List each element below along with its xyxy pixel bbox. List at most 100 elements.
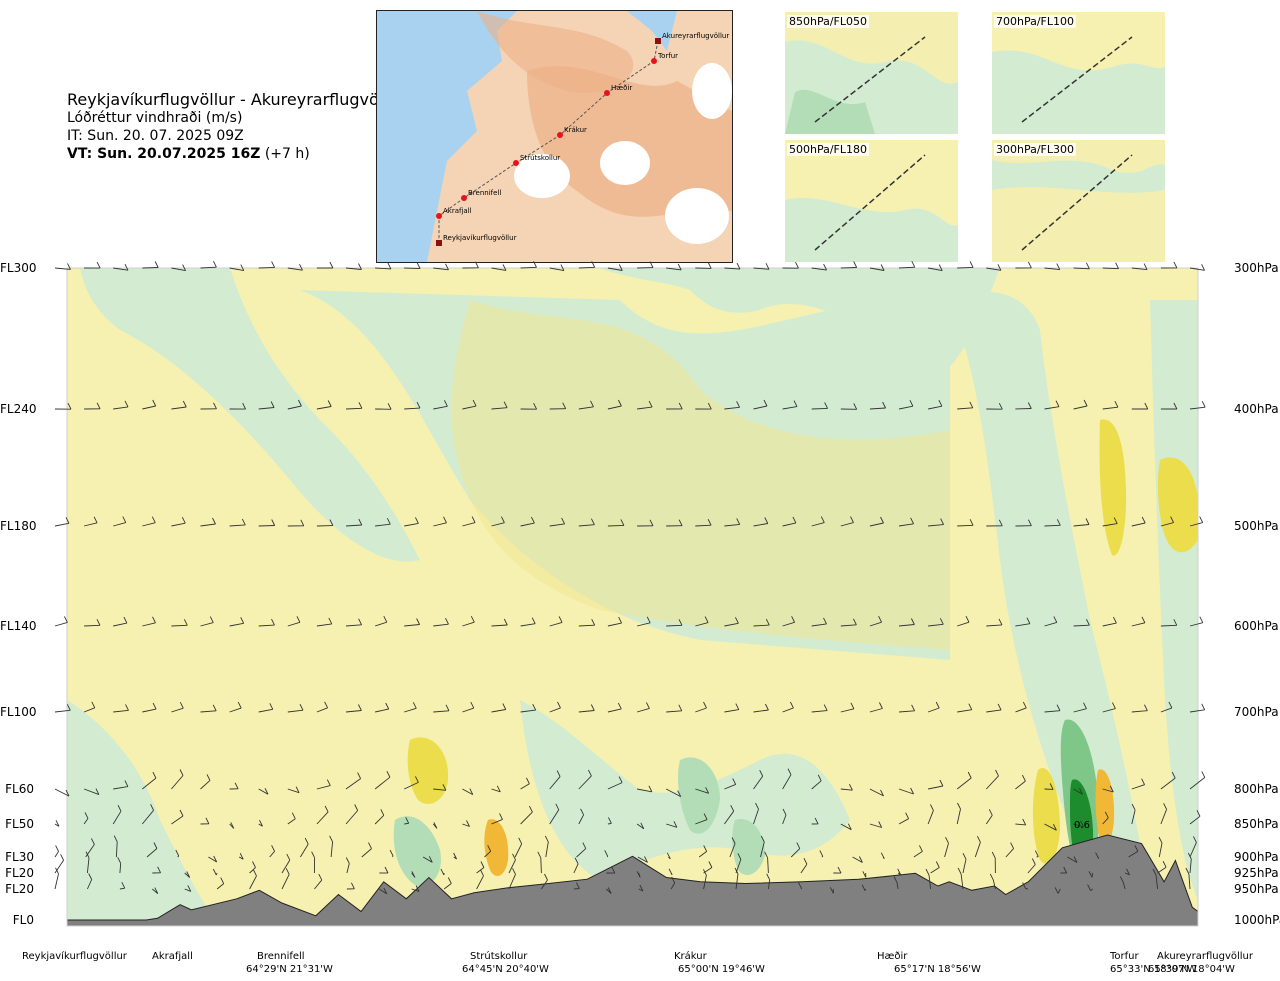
- wind-barb: [607, 702, 622, 713]
- wind-barb: [811, 817, 819, 825]
- wind-barb: [537, 851, 542, 874]
- vertical-velocity-field: [67, 268, 1198, 926]
- route-title: Reykjavíkurflugvöllur - Akureyrarflugvöl…: [67, 90, 405, 109]
- wind-barb: [54, 788, 70, 797]
- wind-barb: [840, 783, 853, 791]
- pressure-level-label: 500hPa: [1234, 519, 1279, 533]
- wind-barb: [484, 845, 492, 858]
- wind-barb: [790, 842, 801, 858]
- wind-barb: [549, 803, 560, 825]
- wind-barb: [898, 787, 915, 795]
- wind-barb: [316, 779, 331, 790]
- wind-barb: [462, 399, 477, 410]
- flight-level-label: FL60: [5, 782, 34, 796]
- wind-barb: [83, 516, 98, 527]
- wind-barb: [54, 845, 60, 858]
- wind-barb: [171, 264, 187, 272]
- map-station: Torfur: [651, 52, 678, 64]
- strong-updraft-core: [1095, 769, 1115, 845]
- wind-barb: [1015, 617, 1031, 627]
- wind-barb: [142, 261, 159, 269]
- wind-barb: [986, 402, 1003, 410]
- wind-barb: [1102, 616, 1117, 627]
- valid-time-label: VT: Sun. 20.07.2025 16Z: [67, 146, 261, 162]
- wind-barb: [811, 402, 829, 410]
- wind-barb: [840, 618, 857, 627]
- wind-barb: [229, 617, 245, 627]
- wind-barb: [724, 262, 741, 270]
- wind-barb: [869, 516, 884, 527]
- wind-barb: [1044, 704, 1061, 713]
- wind-barb: [462, 615, 475, 627]
- wind-barb: [404, 517, 419, 527]
- wind-barb: [695, 701, 707, 713]
- wind-barb: [514, 837, 523, 858]
- wind-barb: [1005, 842, 1015, 858]
- wind-barb: [1160, 261, 1178, 269]
- wind-barb: [200, 704, 217, 713]
- wind-barb: [329, 835, 334, 858]
- station-coordinates: 65°17'N 18°56'W: [894, 964, 981, 975]
- panel-500[interactable]: 500hPa/FL180: [785, 140, 958, 262]
- wind-barb: [287, 616, 301, 627]
- map-station-label: Torfur: [657, 52, 678, 60]
- wind-barb: [1189, 516, 1204, 527]
- wind-barb: [491, 401, 508, 410]
- wind-barb: [753, 517, 769, 527]
- downdraft-band: [1150, 300, 1198, 900]
- wind-barb: [287, 399, 302, 410]
- station-label: Hæðir: [877, 951, 908, 962]
- panel-300-canvas: [992, 140, 1165, 262]
- flight-level-label: FL300: [0, 261, 37, 275]
- wind-barb: [986, 618, 1003, 627]
- wind-barb: [898, 399, 914, 410]
- wind-barb: [576, 842, 587, 858]
- wind-barb: [249, 861, 256, 874]
- route-line: Akureyrarflugvöllur Torfur Hæðir Krákur Strú…: [436, 32, 729, 246]
- wind-barb: [113, 704, 129, 713]
- downdraft-band: [600, 268, 1000, 380]
- panel-300[interactable]: 300hPa/FL300: [992, 140, 1165, 262]
- wind-barb: [113, 780, 129, 790]
- wind-barb: [578, 261, 596, 269]
- wind-barb: [520, 516, 535, 527]
- wind-barb: [1073, 702, 1087, 713]
- wind-barb: [184, 871, 191, 878]
- wind-barb: [316, 400, 332, 410]
- wind-barb: [249, 869, 257, 890]
- wind-barb: [316, 617, 333, 627]
- wind-barb: [1131, 778, 1146, 790]
- wind-barb: [433, 704, 450, 713]
- wind-barb: [869, 702, 883, 713]
- wind-barb: [798, 882, 802, 890]
- wind-barb: [928, 399, 943, 410]
- wind-barb: [861, 884, 867, 891]
- terrain-outline: [67, 834, 1198, 921]
- wind-barb: [1015, 818, 1027, 826]
- wind-barb: [604, 850, 609, 858]
- station-label: Brennifell: [257, 951, 305, 962]
- wind-barb: [869, 264, 885, 271]
- panel-850[interactable]: 850hPa/FL050: [785, 12, 958, 134]
- flight-level-label: FL180: [0, 519, 37, 533]
- wind-barb: [702, 869, 707, 890]
- weak-updraft-zone: [67, 268, 1198, 926]
- wind-barb: [54, 704, 71, 713]
- wind-barb: [171, 619, 188, 627]
- wind-barb: [549, 701, 561, 713]
- wind-barb: [782, 616, 796, 627]
- wind-barb: [1067, 856, 1078, 863]
- strong-updraft-core: [484, 819, 509, 876]
- wind-barb: [404, 401, 421, 410]
- flight-level-label: FL50: [5, 817, 34, 831]
- panel-700[interactable]: 700hPa/FL100: [992, 12, 1165, 134]
- wind-barb: [666, 402, 683, 410]
- wind-barb: [1185, 867, 1191, 890]
- wind-barb: [404, 618, 421, 627]
- wind-barb: [869, 821, 883, 828]
- pressure-level-label: 850hPa: [1234, 817, 1279, 831]
- wind-barb: [1060, 866, 1068, 874]
- wind-barb: [724, 518, 741, 527]
- wind-barb: [956, 771, 972, 790]
